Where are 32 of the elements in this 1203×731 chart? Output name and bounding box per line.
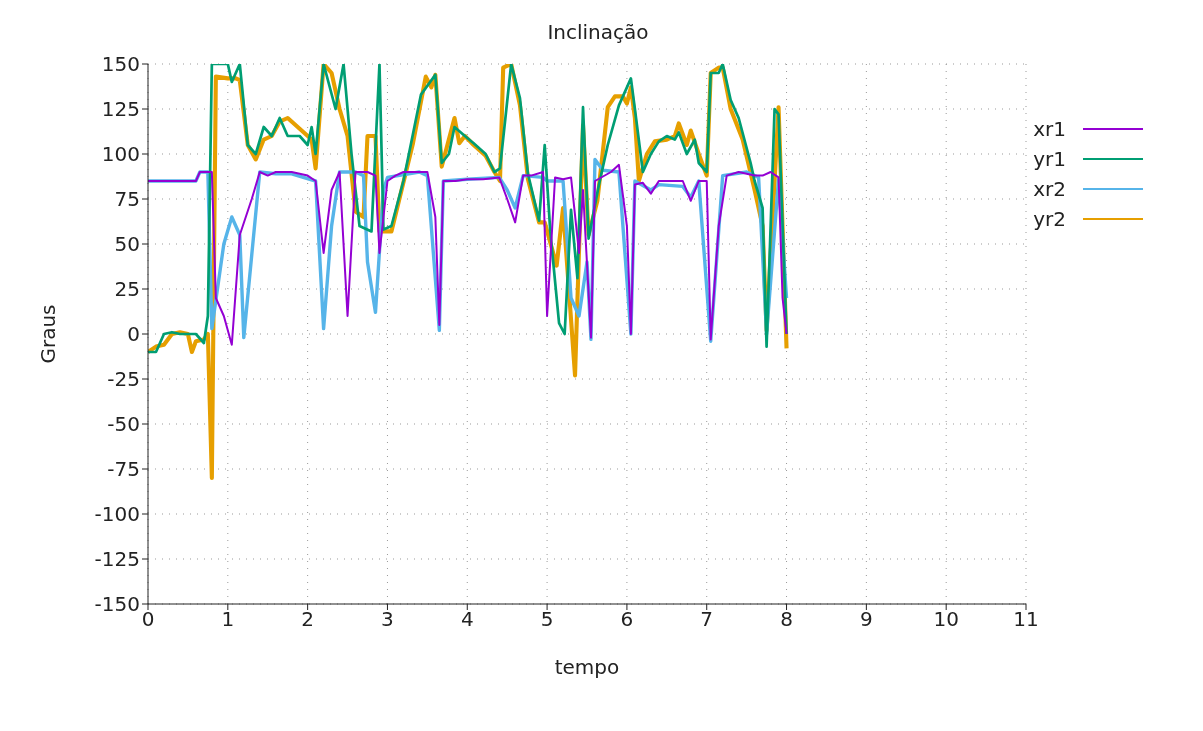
x-tick-label: 2	[301, 607, 314, 632]
y-tick-label: 50	[114, 232, 140, 257]
y-tick-label: -125	[94, 547, 140, 572]
y-tick-label: -50	[107, 412, 140, 437]
y-tick-label: -100	[94, 502, 140, 527]
y-tick-label: 125	[101, 97, 140, 122]
legend-label: xr2	[1032, 177, 1066, 201]
legend-label: yr1	[1032, 147, 1066, 171]
x-tick-label: 3	[381, 607, 394, 632]
x-tick-label: 7	[700, 607, 714, 632]
x-tick-label: 6	[620, 607, 634, 632]
y-axis-title: Graus	[36, 304, 61, 364]
x-tick-label: 5	[540, 607, 554, 632]
line-series	[148, 64, 788, 354]
x-tick-label: 8	[780, 607, 793, 632]
x-tick-label: 11	[1013, 607, 1039, 632]
x-tick-label: 4	[460, 607, 474, 632]
y-tick-label: -150	[94, 592, 140, 617]
y-tick-label: 25	[114, 277, 140, 302]
y-tick-label: -25	[107, 367, 140, 392]
y-tick-label: 100	[101, 142, 140, 167]
legend-label: yr2	[1032, 207, 1066, 231]
x-tick-label: 9	[860, 607, 873, 632]
y-tick-label: 150	[101, 52, 140, 77]
legend-label: xr1	[1032, 117, 1066, 141]
x-tick-label: 1	[221, 607, 235, 632]
y-tick-label: -75	[107, 457, 140, 482]
x-tick-label: 10	[933, 607, 959, 632]
y-tick-label: 0	[127, 322, 140, 347]
chart-title: Inclinação	[546, 20, 650, 44]
y-tick-label: 75	[114, 187, 140, 212]
x-axis-title: tempo	[554, 655, 620, 679]
